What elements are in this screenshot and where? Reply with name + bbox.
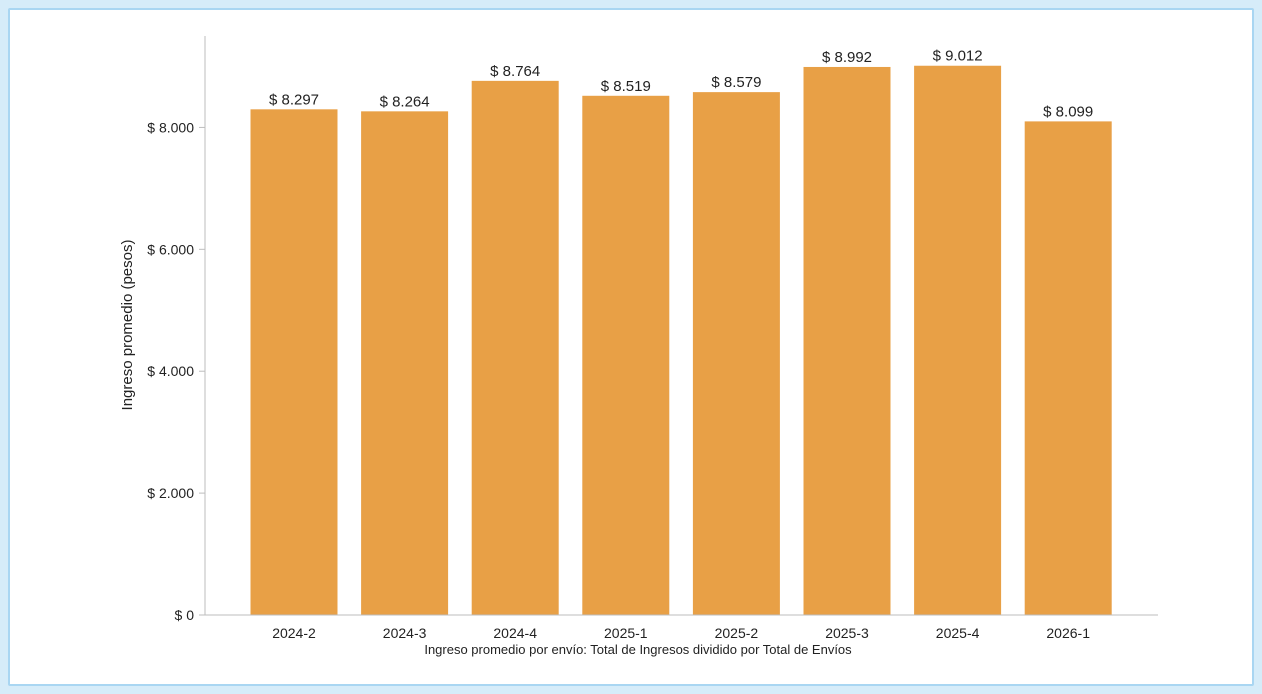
bar-value-label-2025-2: $ 8.579 [711,74,761,91]
x-ticks-group: 2024-2 2024-3 2024-4 2025-1 2025-2 2025-3 2025… [272,625,1090,641]
bar-value-label-2026-1: $ 8.099 [1043,103,1093,120]
bar-value-label-2024-2: $ 8.297 [269,91,319,108]
y-tick-label: $ 4.000 [147,363,194,379]
x-tick-label-2025-4: 2025-4 [936,625,980,641]
x-tick-label-2026-1: 2026-1 [1046,625,1090,641]
bar-value-label-2025-4: $ 9.012 [933,48,983,65]
bar-value-label-2025-1: $ 8.519 [601,78,651,95]
y-tick-label: $ 2.000 [147,485,194,501]
bar-2024-2 [250,109,338,615]
x-tick-label-2024-2: 2024-2 [272,625,316,641]
bar-2024-4 [471,80,559,616]
y-ticks-group: $ 0 $ 2.000 $ 4.000 $ 6.000 $ 8.000 [147,119,205,623]
page-frame [0,0,1262,8]
x-tick-label-2025-1: 2025-1 [604,625,648,641]
bar-2024-3 [361,111,449,616]
bar-2026-1 [1024,121,1112,615]
bar-2025-1 [582,95,670,615]
bar-2025-3 [803,66,891,616]
bars-group [250,65,1112,616]
bar-value-label-2024-4: $ 8.764 [490,63,540,80]
y-tick-label: $ 6.000 [147,241,194,257]
x-axis-caption: Ingreso promedio por envío: Total de Ing… [424,642,852,657]
y-axis-title: Ingreso promedio (pesos) [119,240,136,411]
bar-value-label-2025-3: $ 8.992 [822,49,872,66]
x-tick-label-2025-2: 2025-2 [715,625,759,641]
x-tick-label-2024-4: 2024-4 [493,625,537,641]
x-tick-label-2025-3: 2025-3 [825,625,869,641]
bar-labels-group: $ 8.297 $ 8.264 $ 8.764 $ 8.519 $ 8.579 $ 8.9… [269,48,1093,121]
y-tick-label: $ 8.000 [147,119,194,135]
x-tick-label-2024-3: 2024-3 [383,625,427,641]
y-tick-label: $ 0 [175,607,195,623]
bar-value-label-2024-3: $ 8.264 [380,93,430,110]
bar-2025-4 [914,65,1002,616]
bar-2025-2 [692,92,780,616]
